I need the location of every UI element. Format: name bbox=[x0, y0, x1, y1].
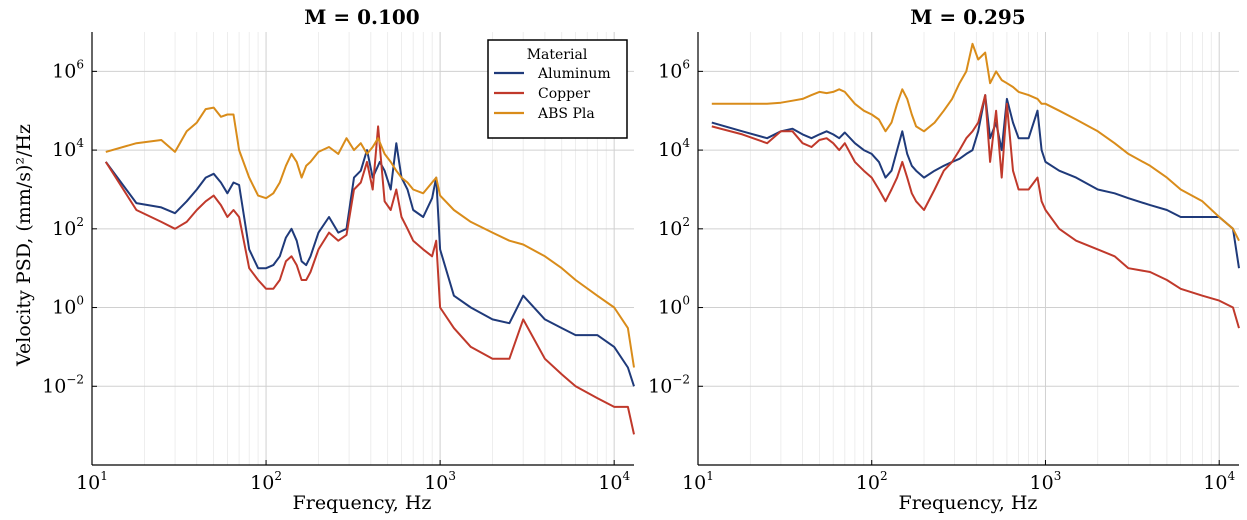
series-layer bbox=[711, 42, 1240, 329]
y-tick-label: 10−2 bbox=[42, 372, 84, 397]
panel-right: M = 0.295 101 102 103 104 10−2 100 102 104 106 F… bbox=[648, 5, 1240, 514]
x-tick-label: 104 bbox=[598, 469, 630, 494]
x-tick-label: 101 bbox=[76, 469, 108, 494]
series-line-abs-pla bbox=[711, 42, 1240, 242]
x-tick-label: 101 bbox=[682, 469, 714, 494]
series-layer bbox=[104, 106, 635, 435]
x-axis-label: Frequency, Hz bbox=[293, 492, 432, 514]
series-line-aluminum bbox=[711, 94, 1240, 269]
x-tick-label: 102 bbox=[250, 469, 282, 494]
series-line-copper bbox=[104, 125, 635, 435]
y-tick-label: 102 bbox=[52, 215, 84, 240]
legend-title: Material bbox=[527, 47, 588, 63]
axes bbox=[91, 32, 634, 466]
y-tick-label: 102 bbox=[658, 215, 690, 240]
x-tick-label: 102 bbox=[856, 469, 888, 494]
x-tick-label: 103 bbox=[424, 469, 456, 494]
x-axis-label: Frequency, Hz bbox=[899, 492, 1038, 514]
y-tick-label: 104 bbox=[658, 136, 690, 161]
y-axis-label: Velocity PSD, (mm/s)²/Hz bbox=[13, 124, 35, 367]
y-tick-label: 100 bbox=[658, 294, 690, 319]
grid bbox=[697, 32, 1239, 465]
x-tick-label: 103 bbox=[1030, 469, 1062, 494]
y-tick-label: 106 bbox=[658, 57, 690, 82]
legend-items: Aluminum Copper ABS Pla bbox=[494, 66, 611, 122]
tick-labels: 101 102 103 104 10−2 100 102 104 106 bbox=[42, 57, 630, 494]
y-tick-label: 10−2 bbox=[648, 372, 690, 397]
legend-label: ABS Pla bbox=[537, 106, 595, 122]
legend-label: Aluminum bbox=[537, 66, 611, 82]
axes bbox=[697, 32, 1239, 466]
series-line-abs-pla bbox=[105, 106, 635, 368]
y-tick-label: 104 bbox=[52, 136, 84, 161]
y-tick-label: 100 bbox=[52, 294, 84, 319]
tick-labels: 101 102 103 104 10−2 100 102 104 106 bbox=[648, 57, 1235, 494]
chart-title: M = 0.295 bbox=[910, 5, 1025, 29]
y-tick-label: 106 bbox=[52, 57, 84, 82]
legend: Material Aluminum Copper ABS Pla bbox=[487, 39, 628, 139]
legend-frame bbox=[487, 39, 628, 139]
x-tick-label: 104 bbox=[1203, 469, 1235, 494]
legend-label: Copper bbox=[538, 86, 590, 102]
series-line-copper bbox=[711, 94, 1240, 329]
series-line-aluminum bbox=[104, 142, 635, 387]
panel-left: M = 0.100 101 102 103 104 10−2 100 102 104 106 F… bbox=[13, 5, 635, 514]
chart-title: M = 0.100 bbox=[304, 5, 419, 29]
